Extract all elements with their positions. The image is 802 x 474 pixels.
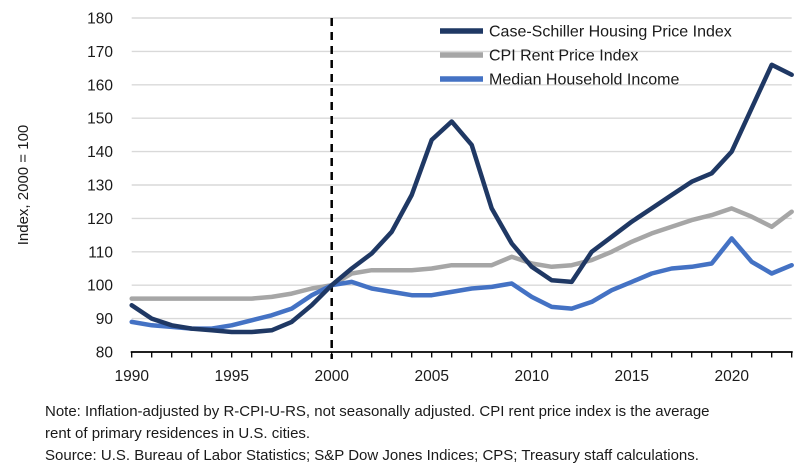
x-tick-label: 2010	[514, 368, 549, 385]
y-tick-label: 120	[87, 211, 113, 228]
x-tick-label: 2005	[414, 368, 448, 385]
x-axis	[130, 351, 793, 358]
y-tick-label: 170	[87, 44, 113, 61]
x-tick-label: 2000	[314, 368, 349, 385]
series-line-2	[129, 236, 794, 331]
y-tick-label: 80	[96, 345, 114, 362]
gridlines	[131, 17, 792, 320]
legend: Case-Schiller Housing Price Index CPI Ren…	[440, 24, 732, 89]
source-line: Source: U.S. Bureau of Labor Statistics;…	[45, 447, 699, 464]
y-tick-label: 130	[87, 178, 113, 195]
x-tick-label: 1995	[214, 368, 248, 385]
legend-label-2: Median Household Income	[489, 72, 679, 89]
legend-label-1: CPI Rent Price Index	[489, 48, 638, 65]
x-tick-label: 2015	[614, 368, 648, 385]
y-axis-title: Index, 2000 = 100	[15, 125, 32, 246]
series-line-1	[129, 206, 794, 301]
note-line-2: rent of primary residences in U.S. citie…	[45, 425, 311, 442]
y-tick-label: 180	[87, 11, 113, 28]
note-block: Note: Inflation-adjusted by R-CPI-U-RS, …	[45, 401, 780, 467]
y-tick-label: 150	[87, 111, 113, 128]
x-tick-label: 2020	[714, 368, 749, 385]
note-line-1: Note: Inflation-adjusted by R-CPI-U-RS, …	[45, 403, 710, 420]
y-tick-label: 160	[87, 77, 113, 94]
series-line-0	[129, 62, 794, 335]
y-tick-label: 140	[87, 144, 113, 161]
legend-label-0: Case-Schiller Housing Price Index	[489, 24, 732, 41]
chart-canvas: 1990 1995 2000 2005 2010 2015 2020 80 90 100 110 12…	[15, 11, 794, 385]
x-tick-label: 1990	[114, 368, 149, 385]
y-tick-label: 100	[87, 278, 113, 295]
y-tick-label: 110	[88, 244, 113, 261]
y-tick-label: 90	[96, 311, 114, 328]
